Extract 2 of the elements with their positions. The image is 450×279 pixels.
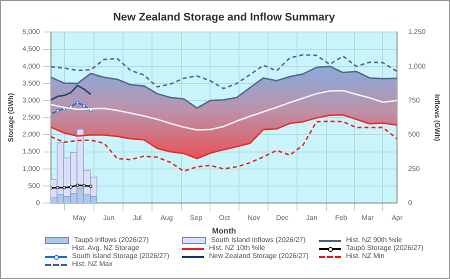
x-axis-title: Month <box>212 226 236 236</box>
chart-title: New Zealand Storage and Inflow Summary <box>113 12 336 24</box>
